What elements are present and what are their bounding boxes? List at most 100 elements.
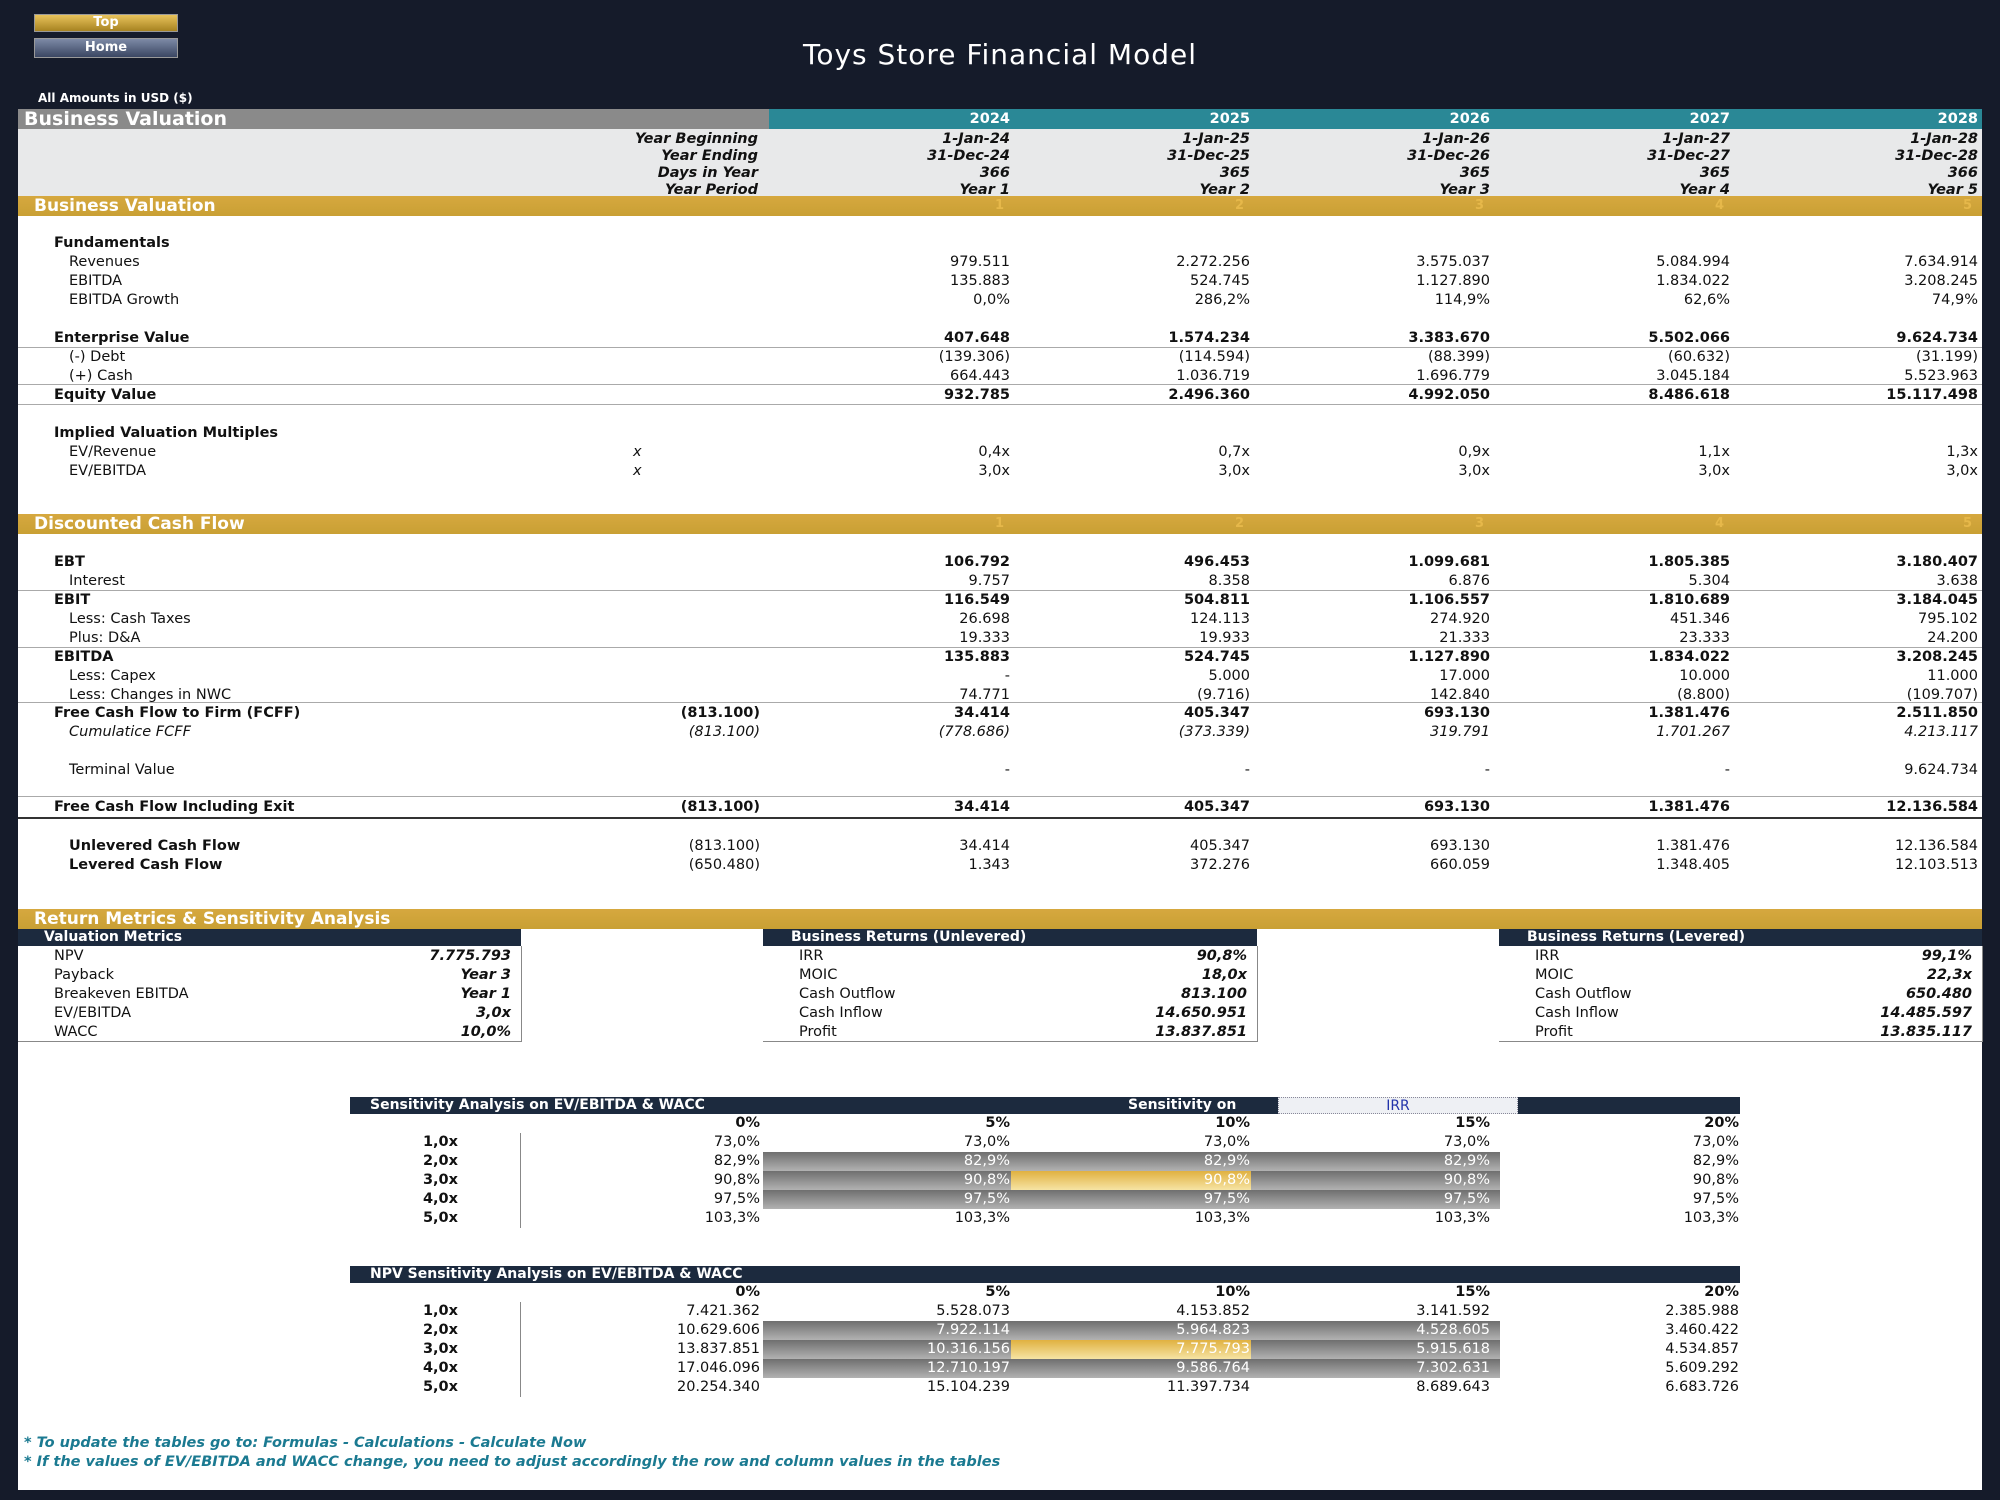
period-value: 365 <box>1459 165 1490 181</box>
sensitivity-value: 73,0% <box>1692 1134 1739 1150</box>
period-value: Year 3 <box>1439 182 1490 198</box>
unlevered-returns-box <box>763 946 1258 1042</box>
valuation-row: EBITDA Growth 0,0% 286,2% 114,9% 62,6% 74,9% <box>18 291 1982 310</box>
row-value: 24.200 <box>1927 630 1978 646</box>
row-label: EBITDA Growth <box>69 292 180 308</box>
row-divider <box>18 590 1982 591</box>
row-value: 17.000 <box>1439 668 1490 684</box>
sensitivity-value: 4.153.852 <box>1176 1303 1250 1319</box>
dcf-row: Less: Capex - 5.000 17.000 10.000 11.000 <box>18 667 1982 686</box>
sensitivity-value: 7.302.631 <box>1416 1360 1490 1376</box>
metric-value: 14.650.951 <box>1155 1005 1247 1021</box>
metric-label: Profit <box>1535 1024 1573 1040</box>
sensitivity-value: 15.104.239 <box>926 1379 1010 1395</box>
highlight-row <box>763 1321 1500 1340</box>
row-label: EV/Revenue <box>69 444 157 460</box>
period-header <box>18 129 1982 197</box>
row-value: (139.306) <box>938 349 1010 365</box>
cash-row: (+) Cash 664.443 1.036.719 1.696.779 3.045.1… <box>18 367 1982 386</box>
row-label: EBIT <box>54 592 91 608</box>
row-value: 3.184.045 <box>1896 592 1978 608</box>
irr-sensitivity-header: Sensitivity Analysis on EV/EBITDA & WACC… <box>350 1097 1740 1114</box>
row-value: 10.000 <box>1679 668 1730 684</box>
valuation-row: EBITDA 135.883 524.745 1.127.890 1.834.022 3.… <box>18 272 1982 291</box>
dcf-row: Less: Changes in NWC 74.771 (9.716) 142.840… <box>18 686 1982 705</box>
row-value: 5.523.963 <box>1904 368 1978 384</box>
row-label: Terminal Value <box>69 762 175 778</box>
row-label: Fundamentals <box>54 235 170 251</box>
row-value: 693.130 <box>1430 838 1490 854</box>
row-value: 9.757 <box>968 573 1010 589</box>
year-header: 2026 <box>1449 111 1490 127</box>
row-value: 2.272.256 <box>1176 254 1250 270</box>
period-value: Year 4 <box>1679 182 1730 198</box>
top-button[interactable]: Top <box>34 14 178 32</box>
metric-label: MOIC <box>799 967 838 983</box>
irr-sensitivity-row: 5,0x 103,3% 103,3% 103,3% 103,3% 103,3% <box>18 1209 1982 1228</box>
row-label: Equity Value <box>54 387 157 403</box>
row-value: 5.304 <box>1688 573 1730 589</box>
period-value: 31-Dec-26 <box>1407 148 1490 164</box>
row-value: 372.276 <box>1190 857 1250 873</box>
home-button[interactable]: Home <box>34 38 178 58</box>
debt-row: (-) Debt (139.306) (114.594) (88.399) (60.63… <box>18 348 1982 367</box>
row-label: EBITDA <box>69 273 123 289</box>
metric-label: Profit <box>799 1024 837 1040</box>
metric-label: MOIC <box>1535 967 1574 983</box>
sensitivity-value: 90,8% <box>1692 1172 1739 1188</box>
dcf-row: Plus: D&A 19.333 19.933 21.333 23.333 24.200 <box>18 629 1982 648</box>
row-label: Plus: D&A <box>69 630 141 646</box>
row-label: Less: Capex <box>69 668 156 684</box>
fundamentals-heading: Fundamentals <box>18 234 1982 253</box>
metric-value: 14.485.597 <box>1880 1005 1972 1021</box>
row-value: 4.213.117 <box>1904 724 1978 740</box>
row-header: 4,0x <box>422 1191 458 1207</box>
sensitivity-value: 103,3% <box>954 1210 1010 1226</box>
section-title: Business Valuation <box>18 109 769 129</box>
sensitivity-value: 4.534.857 <box>1665 1341 1739 1357</box>
row-value: 3,0x <box>1458 463 1490 479</box>
metric-value: 650.480 <box>1905 986 1972 1002</box>
period-label: Days in Year <box>657 165 758 181</box>
levered-returns-row: Profit 13.835.117 <box>1499 1023 1982 1042</box>
row-value: - <box>1004 668 1010 684</box>
npv-sensitivity-row: 5,0x 20.254.340 15.104.239 11.397.734 8.689.… <box>18 1378 1982 1397</box>
row-value: 74,9% <box>1931 292 1978 308</box>
sensitivity-value: 103,3% <box>1683 1210 1739 1226</box>
valuation-metrics-box <box>18 946 522 1042</box>
row-value: 274.920 <box>1430 611 1490 627</box>
row-value: 1,1x <box>1698 444 1730 460</box>
row-value: 6.876 <box>1448 573 1490 589</box>
unlevered-returns-row: MOIC 18,0x <box>763 966 1257 985</box>
sensitivity-value: 4.528.605 <box>1416 1322 1490 1338</box>
row-value: 21.333 <box>1439 630 1490 646</box>
row-header: 3,0x <box>422 1341 458 1357</box>
row-value: 5.502.066 <box>1648 330 1730 346</box>
enterprise-value-row: Enterprise Value 407.648 1.574.234 3.383.67… <box>18 329 1982 348</box>
row-header: 5,0x <box>422 1379 458 1395</box>
row-value: 9.624.734 <box>1896 330 1978 346</box>
row-value: 2.511.850 <box>1896 705 1978 721</box>
sensitivity-value: 12.710.197 <box>926 1360 1010 1376</box>
row-value: 405.347 <box>1183 799 1250 815</box>
row-label: (+) Cash <box>69 368 133 384</box>
sensitivity-value: 97,5% <box>1203 1191 1250 1207</box>
row-value: 7.634.914 <box>1904 254 1978 270</box>
period-row: Year Ending 31-Dec-24 31-Dec-25 31-Dec-26 31… <box>18 148 1982 165</box>
column-index: 5 <box>1962 198 1972 213</box>
column-index: 5 <box>1962 516 1972 531</box>
sensitivity-on-select[interactable]: IRR <box>1278 1097 1518 1114</box>
table-divider <box>520 1133 521 1228</box>
sensitivity-value: 7.775.793 <box>1176 1341 1250 1357</box>
npv-sensitivity-row: 1,0x 7.421.362 5.528.073 4.153.852 3.141.592… <box>18 1302 1982 1321</box>
sensitivity-value: 2.385.988 <box>1665 1303 1739 1319</box>
period-value: 31-Dec-24 <box>927 148 1010 164</box>
row-value: - <box>1244 762 1250 778</box>
metric-value: 99,1% <box>1921 948 1972 964</box>
levered-cf-row: Levered Cash Flow (650.480) 1.343 372.276 66… <box>18 856 1982 875</box>
row-value: 34.414 <box>954 705 1010 721</box>
period-value: 1-Jan-28 <box>1910 131 1978 147</box>
irr-sensitivity-row: 2,0x 82,9% 82,9% 82,9% 82,9% 82,9% <box>18 1152 1982 1171</box>
row-value: - <box>1484 762 1490 778</box>
row-divider <box>18 647 1982 648</box>
